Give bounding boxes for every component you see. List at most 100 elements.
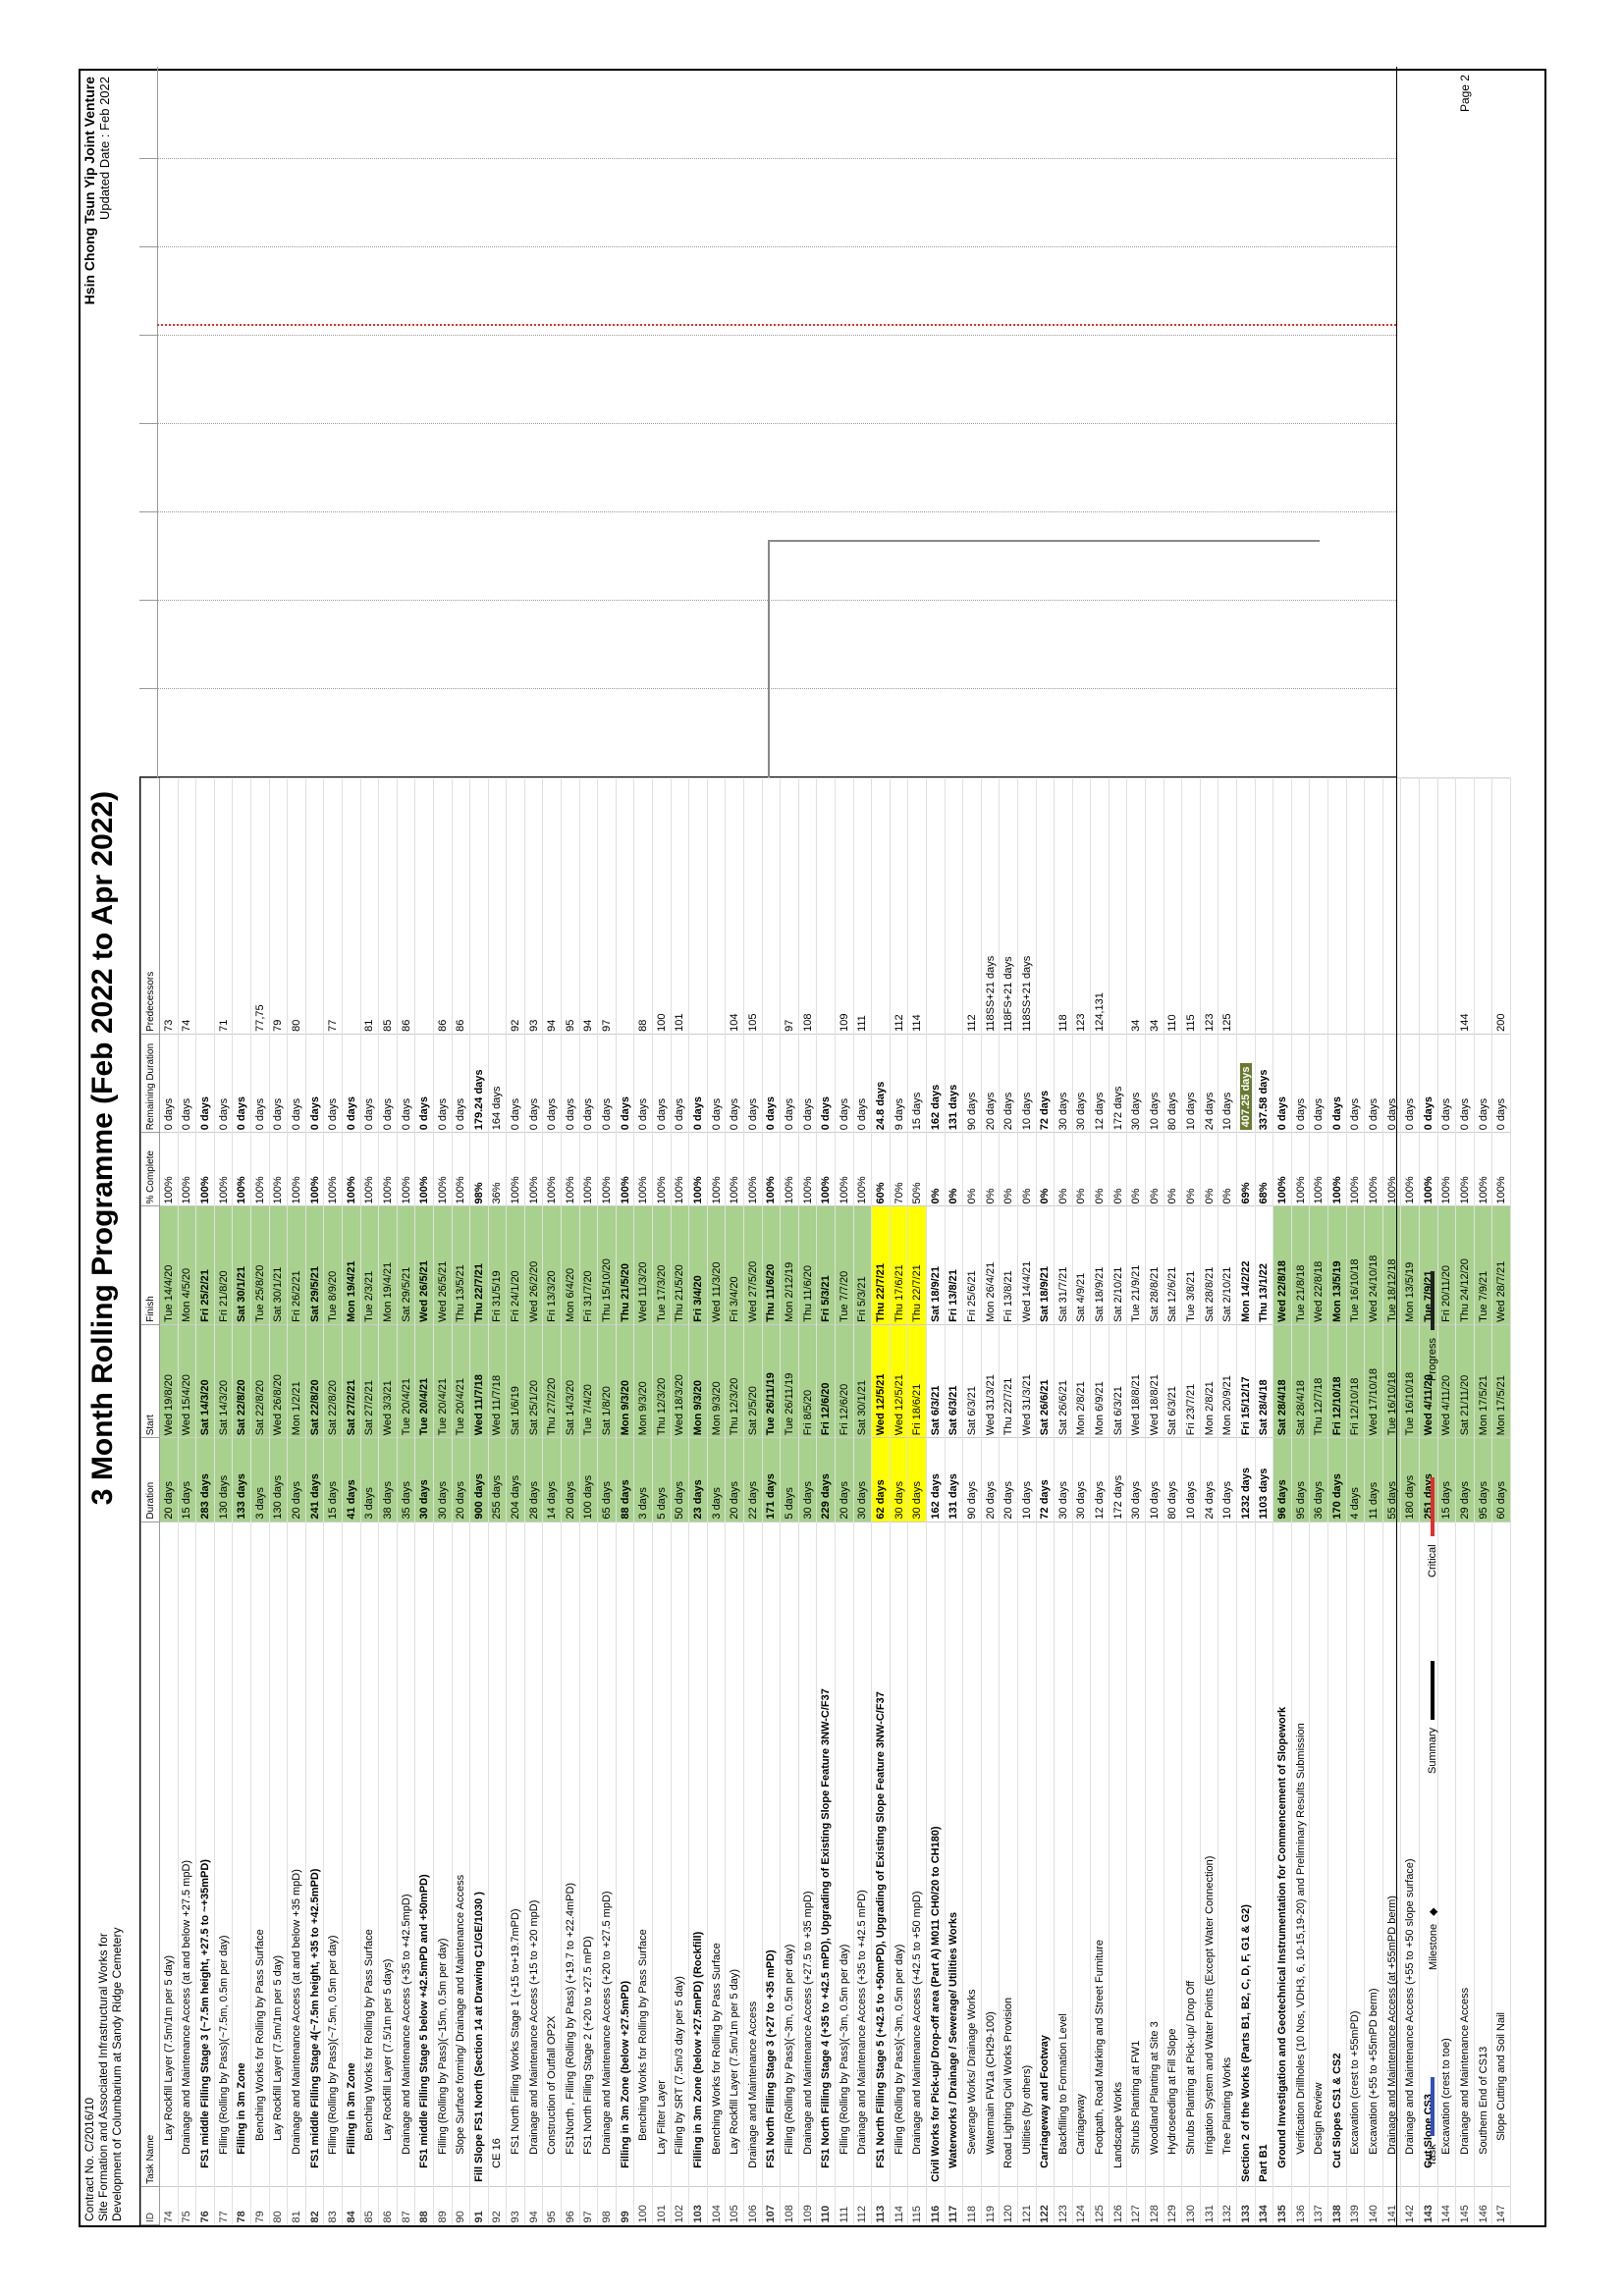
row-remaining: 0 days [414, 1034, 434, 1133]
row-remaining: 0 days [762, 1034, 781, 1133]
row-percent: 0% [1218, 1132, 1237, 1206]
legend-task: Task [1427, 2077, 1438, 2166]
row-finish: Sat 30/1/21 [232, 1206, 251, 1325]
row-id: 89 [433, 2186, 452, 2225]
row-finish: Mon 19/4/21 [342, 1206, 361, 1325]
row-task-name: Section 2 of the Works (Parts B1, B2, C,… [1236, 1522, 1256, 2187]
row-percent: 100% [250, 1132, 270, 1206]
row-predecessors: 97 [597, 777, 617, 1035]
grid-line [157, 600, 1396, 601]
row-start: Mon 20/9/21 [1218, 1324, 1237, 1438]
table-row: 106 Drainage and Maintenance Access 22 day… [743, 777, 763, 2225]
row-remaining: 0 days [250, 1034, 270, 1133]
row-id: 114 [890, 2186, 908, 2225]
row-duration: 162 days [926, 1437, 946, 1522]
row-duration: 80 days [1164, 1437, 1182, 1522]
row-task-name: Fill Slope FS1 North (Section 14 at Draw… [469, 1522, 489, 2187]
row-duration: 65 days [597, 1437, 617, 1522]
row-remaining: 0 days [159, 1034, 179, 1133]
row-remaining: 0 days [835, 1034, 854, 1133]
row-predecessors [926, 777, 946, 1035]
row-predecessors: 86 [452, 777, 470, 1035]
row-predecessors: 125 [1218, 777, 1237, 1035]
row-remaining: 24.8 days [871, 1034, 891, 1133]
row-finish: Mon 6/4/20 [561, 1206, 580, 1325]
table-row: 116 Civil Works for Pick-up/ Drop-off are… [926, 777, 946, 2225]
grid-line [157, 688, 1396, 689]
row-duration: 24 days [1200, 1437, 1218, 1522]
legend-progress: Progress [1427, 1270, 1438, 1381]
row-start: Thu 12/3/20 [725, 1324, 744, 1438]
table-row: 134 Part B1 1103 days Sat 28/4/18 Thu 13/1/2… [1255, 777, 1273, 2225]
row-finish: Mon 4/5/20 [178, 1206, 196, 1325]
row-start: Tue 7/4/20 [579, 1324, 598, 1438]
table-row: 90 Slope Surface forming/ Drainage and Ma… [452, 777, 470, 2225]
col-remaining: Remaining Duration [140, 1034, 160, 1133]
row-start: Mon 2/8/21 [1200, 1324, 1218, 1438]
row-remaining: 0 days [397, 1034, 415, 1133]
row-duration: 20 days [452, 1437, 470, 1522]
row-task-name: FS1 North Filling Stage 5 (+42.5 to +50m… [871, 1522, 891, 2187]
table-row: 114 Filling (Rolling by Pass)(~3m, 0.5m p… [890, 777, 908, 2225]
row-remaining: 0 days [1272, 1034, 1292, 1133]
col-predecessors: Predecessors [140, 777, 160, 1035]
row-remaining: 0 days [506, 1034, 525, 1133]
row-percent: 36% [488, 1132, 507, 1206]
row-finish: Fri 3/4/20 [688, 1206, 708, 1325]
row-duration: 90 days [962, 1437, 982, 1522]
row-task-name: Filling by SRT (7.5m/3 day per 5 day) [671, 1522, 689, 2187]
row-remaining: 0 days [816, 1034, 836, 1133]
row-remaining: 0 days [616, 1034, 634, 1133]
row-percent: 100% [1327, 1132, 1347, 1206]
row-finish: Fri 13/8/21 [999, 1206, 1018, 1325]
row-remaining: 12 days [1090, 1034, 1110, 1133]
row-predecessors [414, 777, 434, 1035]
table-row: 108 Filling (Rolling by Pass)(~3m, 0.5m p… [780, 777, 799, 2225]
row-percent: 100% [762, 1132, 781, 1206]
row-duration: 171 days [762, 1437, 781, 1522]
row-task-name: Lay Rockfill Layer (7.5m/1m per 5 day) [269, 1522, 288, 2187]
row-remaining: 0 days [597, 1034, 617, 1133]
row-task-name: FS1 North Filling Works Stage 1 (+15 to+… [506, 1522, 525, 2187]
row-task-name: Irrigation System and Water Points (Exce… [1200, 1522, 1218, 2187]
row-duration: 3 days [633, 1437, 653, 1522]
table-row: 105 Lay Rockfill Layer (7.5m/1m per 5 day… [725, 777, 744, 2225]
row-predecessors [1364, 777, 1383, 1035]
table-row: 124 Carriageway 30 days Mon 2/8/21 Sat 4/9/2… [1072, 777, 1091, 2225]
row-remaining: 0 days [798, 1034, 817, 1133]
row-remaining: 179.24 days [469, 1034, 489, 1133]
table-row: 133 Section 2 of the Works (Parts B1, B2,… [1236, 777, 1256, 2225]
row-percent: 100% [816, 1132, 836, 1206]
row-finish: Tue 2/3/21 [360, 1206, 379, 1325]
gantt-timescale [139, 67, 158, 777]
row-remaining: 0 days [452, 1034, 470, 1133]
table-row: 111 Filling (Rolling by Pass)(~3m, 0.5m p… [835, 777, 854, 2225]
row-predecessors: 101 [671, 777, 689, 1035]
row-predecessors: 118SS+21 days [981, 777, 1000, 1035]
row-task-name: Backfilling to Formation Level [1054, 1522, 1073, 2187]
table-row: 81 Drainage and Maintenance Access (at an… [287, 777, 306, 2225]
row-id: 82 [305, 2186, 324, 2225]
row-predecessors: 88 [633, 777, 653, 1035]
row-start: Sat 14/3/20 [195, 1324, 215, 1438]
row-task-name: Benching Works for Rolling by Pass Surfa… [707, 1522, 726, 2187]
table-row: 119 Watermain FW1a (CH29-100) 20 days Wed 3… [981, 777, 1000, 2225]
row-id: 129 [1164, 2186, 1182, 2225]
row-id: 103 [688, 2186, 708, 2225]
row-id: 92 [488, 2186, 507, 2225]
row-start: Sat 2/5/20 [743, 1324, 763, 1438]
row-predecessors [688, 777, 708, 1035]
row-task-name: Filling in 3m Zone (below +27.5mPD) [616, 1522, 634, 2187]
table-row: 109 Drainage and Maintenance Access (+27.… [798, 777, 817, 2225]
row-finish: Wed 26/5/21 [433, 1206, 452, 1325]
row-start: Wed 19/8/20 [159, 1324, 179, 1438]
row-id: 88 [414, 2186, 434, 2225]
row-finish: Fri 5/3/21 [853, 1206, 872, 1325]
row-percent: 100% [743, 1132, 763, 1206]
row-percent: 100% [688, 1132, 708, 1206]
row-id: 113 [871, 2186, 891, 2225]
row-percent: 70% [890, 1132, 908, 1206]
row-remaining: 15 days [907, 1034, 927, 1133]
row-task-name: Drainage and Maintenance Access (at and … [287, 1522, 306, 2187]
row-finish: Thu 21/5/20 [671, 1206, 689, 1325]
